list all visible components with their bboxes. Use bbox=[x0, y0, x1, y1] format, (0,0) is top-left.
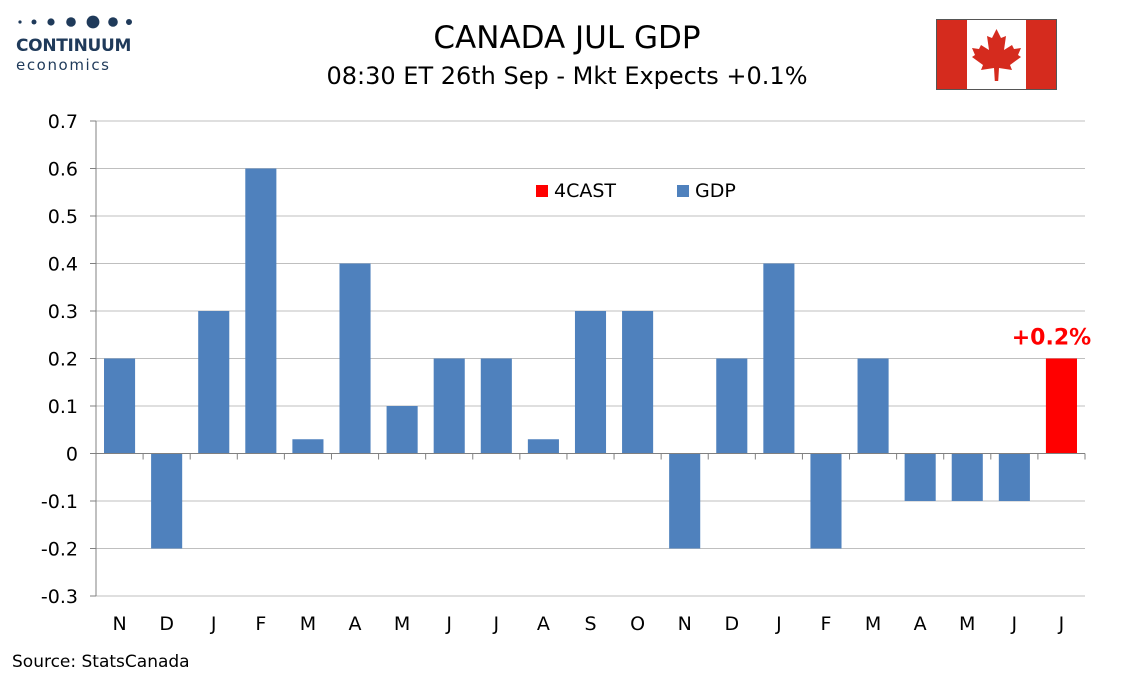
y-tick-label: -0.3 bbox=[41, 586, 78, 608]
x-tick-label: A bbox=[537, 613, 550, 635]
brand-name: CONTINUUM bbox=[16, 36, 132, 56]
bars bbox=[104, 168, 1077, 549]
bar-gdp bbox=[998, 453, 1030, 501]
logo-dots-icon bbox=[18, 15, 132, 29]
bar-gdp bbox=[480, 358, 512, 454]
bar-gdp bbox=[433, 358, 465, 454]
x-tick-label: D bbox=[724, 613, 739, 635]
x-tick-label: M bbox=[300, 613, 316, 635]
legend-swatch-4cast bbox=[536, 185, 548, 197]
bar-gdp bbox=[904, 453, 936, 501]
y-tick-label: 0.5 bbox=[48, 206, 78, 228]
y-tick-label: 0.1 bbox=[48, 396, 78, 418]
x-tick-label: M bbox=[959, 613, 975, 635]
annotations: +0.2% bbox=[1012, 326, 1091, 351]
bar-gdp bbox=[951, 453, 983, 501]
bar-gdp bbox=[104, 358, 136, 454]
x-tick-label: N bbox=[112, 613, 126, 635]
x-tick-label: S bbox=[584, 613, 596, 635]
bar-gdp bbox=[339, 263, 371, 454]
y-tick-label: 0 bbox=[66, 444, 78, 466]
legend-label-4cast: 4CAST bbox=[554, 180, 617, 202]
x-tick-label: F bbox=[821, 613, 832, 635]
x-tick-label: D bbox=[159, 613, 174, 635]
x-tick-label: A bbox=[914, 613, 927, 635]
brand-sub: economics bbox=[16, 56, 111, 74]
bar-gdp bbox=[198, 311, 230, 454]
brand-logo: CONTINUUM economics bbox=[12, 14, 142, 76]
canada-flag-icon bbox=[936, 19, 1057, 90]
x-tick-label: J bbox=[1011, 613, 1018, 635]
bar-gdp bbox=[622, 311, 654, 454]
bar-gdp bbox=[857, 358, 889, 454]
x-tick-label: M bbox=[865, 613, 881, 635]
y-tick-label: 0.4 bbox=[48, 254, 78, 276]
x-tick-label: J bbox=[210, 613, 217, 635]
bar-4cast bbox=[1045, 358, 1077, 454]
y-tick-label: 0.6 bbox=[48, 159, 78, 181]
x-tick-label: F bbox=[255, 613, 266, 635]
x-tick-label: J bbox=[1058, 613, 1065, 635]
legend-item-gdp: GDP bbox=[677, 180, 736, 202]
x-tick-label: J bbox=[493, 613, 500, 635]
y-tick-label: 0.2 bbox=[48, 349, 78, 371]
x-tick-label: J bbox=[775, 613, 782, 635]
bar-gdp bbox=[574, 311, 607, 454]
bar-gdp bbox=[763, 263, 795, 454]
y-tick-label: 0.7 bbox=[48, 111, 78, 133]
y-tick-label: -0.1 bbox=[41, 491, 78, 513]
chart-subtitle: 08:30 ET 26th Sep - Mkt Expects +0.1% bbox=[326, 62, 808, 90]
bar-gdp bbox=[292, 439, 324, 454]
y-tick-label: -0.2 bbox=[41, 539, 78, 561]
legend-item-4cast: 4CAST bbox=[536, 180, 616, 202]
y-tick-labels: 0.7 0.6 0.5 0.4 0.3 0.2 0.1 0 -0.1 -0.2 -0.3 bbox=[41, 111, 78, 608]
legend-swatch-gdp bbox=[677, 185, 689, 197]
x-tick-label: J bbox=[445, 613, 452, 635]
bar-gdp bbox=[386, 406, 418, 454]
bar-gdp bbox=[245, 168, 277, 454]
bar-gdp bbox=[669, 453, 701, 549]
bar-gdp bbox=[527, 439, 559, 454]
axes bbox=[90, 120, 1086, 597]
x-tick-label: A bbox=[349, 613, 362, 635]
y-tick-label: 0.3 bbox=[48, 301, 78, 323]
chart-title: CANADA JUL GDP bbox=[433, 20, 701, 56]
bar-gdp bbox=[151, 453, 183, 549]
x-tick-label: M bbox=[394, 613, 410, 635]
legend-label-gdp: GDP bbox=[695, 180, 736, 202]
bar-gdp bbox=[716, 358, 748, 454]
x-tick-label: N bbox=[678, 613, 692, 635]
source-note: Source: StatsCanada bbox=[12, 652, 190, 672]
x-tick-label: O bbox=[630, 613, 645, 635]
bar-gdp bbox=[810, 453, 842, 549]
forecast-data-label: +0.2% bbox=[1012, 326, 1091, 351]
